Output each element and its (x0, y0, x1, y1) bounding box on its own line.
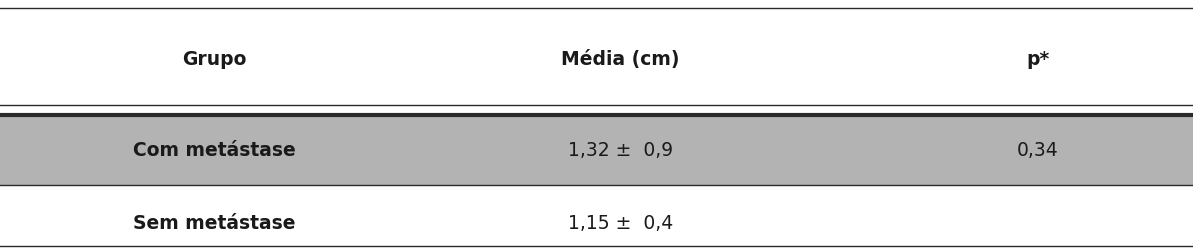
Text: Sem metástase: Sem metástase (134, 214, 296, 233)
Text: Média (cm): Média (cm) (561, 50, 680, 69)
Bar (0, 115, 1193, 185)
Text: 1,32 ±  0,9: 1,32 ± 0,9 (568, 141, 673, 159)
Text: Grupo: Grupo (183, 50, 247, 69)
Text: 0,34: 0,34 (1018, 141, 1058, 159)
Text: Com metástase: Com metástase (134, 141, 296, 159)
Text: p*: p* (1026, 50, 1050, 69)
Text: 1,15 ±  0,4: 1,15 ± 0,4 (568, 214, 673, 233)
